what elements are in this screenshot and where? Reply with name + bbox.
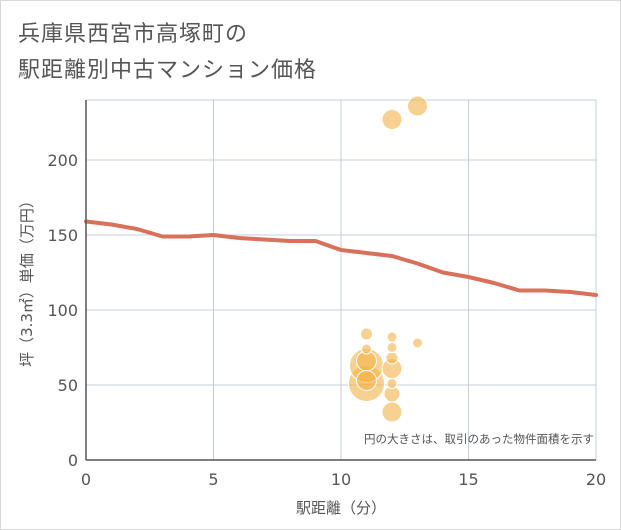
y-axis-label: 坪（3.3㎡）単価（万円） (18, 193, 36, 367)
bubble-point (386, 331, 398, 343)
bubble-size-note: 円の大きさは、取引のあった物件面積を示す (364, 432, 594, 446)
bubble-point (356, 370, 377, 391)
y-tick-label: 50 (58, 376, 78, 395)
bubble-point (412, 337, 423, 349)
average-price-line (84, 219, 598, 297)
y-tick-label: 0 (68, 451, 78, 470)
axes (85, 100, 596, 461)
x-tick-label: 20 (586, 470, 606, 489)
bubble-point (381, 401, 403, 423)
trend-series (84, 219, 598, 297)
chart-title-line1: 兵庫県西宮市高塚町の (18, 22, 249, 47)
bubble-point (385, 351, 399, 365)
y-tick-label: 200 (47, 151, 78, 170)
x-tick-label: 5 (208, 470, 218, 489)
chart-title-line2: 駅距離別中古マンション価格 (18, 58, 318, 83)
y-tick-label: 100 (47, 301, 78, 320)
bubble-point (407, 95, 428, 117)
y-tick-labels: 0 50 100 150 200 (47, 151, 78, 470)
x-tick-label: 15 (458, 470, 478, 489)
x-tick-label: 0 (81, 470, 91, 489)
x-tick-labels: 0 5 10 15 20 (81, 470, 606, 489)
x-tick-label: 10 (331, 470, 351, 489)
bubble-point (386, 378, 398, 389)
y-tick-label: 150 (47, 226, 78, 245)
x-axis-label: 駅距離（分） (296, 499, 386, 517)
bubble-point (386, 342, 398, 353)
bubble-point (360, 327, 373, 341)
bubble-point (381, 109, 403, 130)
grid-lines (86, 99, 597, 460)
bubble-series (348, 95, 428, 423)
bubble-point (361, 343, 372, 355)
